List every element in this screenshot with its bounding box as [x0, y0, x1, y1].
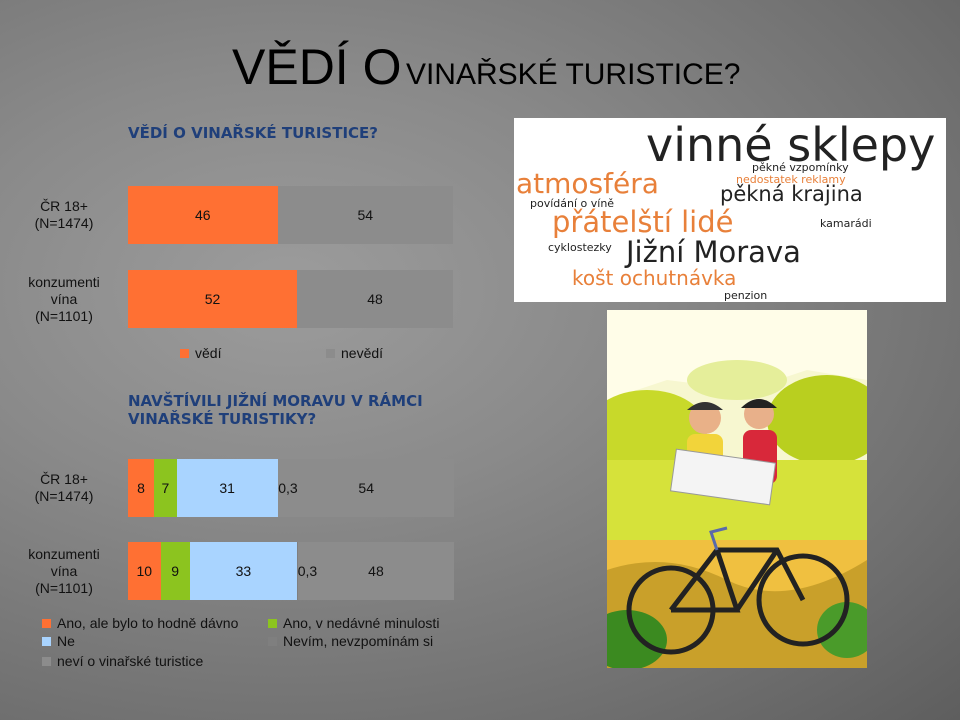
word-cloud-word: kamarádi	[820, 217, 872, 230]
legend-swatch	[180, 348, 189, 358]
bar-segment	[128, 459, 154, 517]
bar-segment	[277, 186, 453, 244]
chart1-title: VĚDÍ O VINAŘSKÉ TURISTICE?	[128, 124, 378, 142]
word-cloud-word: přátelští lidé	[552, 205, 734, 239]
legend-label: Ano, v nedávné minulosti	[283, 615, 440, 631]
legend-item: nevědí	[326, 345, 383, 361]
legend-label: Ano, ale bylo to hodně dávno	[57, 615, 239, 631]
word-cloud-word: vinné sklepy	[646, 118, 936, 172]
legend-swatch	[268, 636, 277, 646]
category-label-line: konzumenti	[28, 273, 100, 290]
data-label: 9	[171, 563, 180, 579]
category-label-line: vína	[50, 290, 78, 307]
bar-segment	[277, 459, 279, 517]
word-cloud-image: vinné sklepy pěkné vzpomínky nedostatek …	[514, 118, 946, 302]
legend-label: neví o vinařské turistice	[57, 653, 204, 669]
data-label: 54	[357, 207, 374, 223]
bar-segment	[128, 186, 278, 244]
bar-segment	[160, 542, 190, 600]
legend-swatch	[42, 656, 51, 666]
data-label: 8	[137, 480, 145, 496]
word-cloud-word: cyklostezky	[548, 241, 612, 254]
legend-swatch	[42, 618, 51, 628]
data-label: 10	[136, 563, 153, 579]
bar-segment	[128, 542, 161, 600]
category-label: konzumenti vína (N=1101)	[4, 274, 124, 325]
legend-item: neví o vinařské turistice	[42, 653, 203, 669]
data-label: 54	[358, 480, 375, 496]
category-label-line: konzumenti	[28, 545, 100, 562]
legend-label: vědí	[195, 345, 222, 361]
bar-segment	[297, 542, 454, 600]
category-label-line: (N=1101)	[35, 307, 93, 324]
legend-item: Ne	[42, 633, 75, 649]
category-label-line: (N=1474)	[34, 488, 94, 504]
word-cloud-word: povídání o víně	[530, 197, 615, 210]
category-label-line: (N=1101)	[35, 579, 93, 596]
bar-segment	[128, 270, 297, 328]
data-label: 7	[161, 480, 170, 496]
word-cloud-word: pěkné vzpomínky	[752, 161, 849, 174]
category-label-line: ČR 18+	[40, 471, 88, 487]
slide-title-small: VINAŘSKÉ TURISTICE?	[405, 58, 741, 91]
category-label: ČR 18+ (N=1474)	[4, 198, 124, 232]
data-label: 0,3	[278, 480, 298, 496]
legend-label: nevědí	[341, 345, 384, 361]
category-label-line: (N=1474)	[34, 215, 94, 231]
data-label: 52	[204, 291, 221, 307]
category-label: konzumenti vína (N=1101)	[4, 546, 124, 597]
bar-segment	[297, 542, 298, 600]
legend-item: Nevím, nevzpomínám si	[268, 633, 433, 649]
stacked-bar	[128, 459, 454, 517]
data-label: 33	[235, 563, 252, 579]
stacked-bar	[128, 542, 454, 600]
data-label: 48	[368, 563, 384, 579]
cyclists-illustration	[607, 310, 867, 668]
stacked-bar	[128, 270, 453, 328]
bar-segment	[278, 459, 454, 517]
data-label: 46	[194, 207, 211, 223]
word-cloud-word: Jižní Morava	[626, 235, 801, 269]
bar-segment	[297, 270, 453, 328]
bar-segment	[176, 459, 278, 517]
slide-title: VĚDÍ O VINAŘSKÉ TURISTICE?	[232, 38, 740, 96]
category-label-line: ČR 18+	[40, 198, 88, 214]
category-label-line: vína	[50, 562, 78, 579]
word-cloud-word: penzion	[724, 289, 768, 302]
legend-swatch	[268, 618, 277, 628]
data-label: 48	[367, 291, 383, 307]
data-label: 0,3	[297, 563, 318, 579]
slide-title-big: VĚDÍ O	[232, 39, 402, 95]
bar-segment	[154, 459, 177, 517]
word-cloud-word: pěkná krajina	[720, 182, 863, 206]
legend-item: vědí	[180, 345, 221, 361]
chart2-title: NAVŠTÍVILI JIŽNÍ MORAVU V RÁMCI VINAŘSKÉ…	[128, 392, 423, 428]
legend-label: Ne	[57, 633, 75, 649]
category-label: ČR 18+ (N=1474)	[4, 471, 124, 505]
legend-swatch	[326, 348, 335, 358]
legend-item: Ano, ale bylo to hodně dávno	[42, 615, 238, 631]
word-cloud-word: atmosféra	[516, 167, 659, 200]
cyclists-photo-icon	[607, 310, 867, 668]
legend-swatch	[42, 636, 51, 646]
data-label: 31	[219, 480, 235, 496]
word-cloud-word: košt ochutnávka	[572, 266, 737, 290]
word-cloud-word: nedostatek reklamy	[736, 173, 846, 186]
legend-item: Ano, v nedávné minulosti	[268, 615, 439, 631]
bar-segment	[189, 542, 297, 600]
legend-label: Nevím, nevzpomínám si	[283, 633, 434, 649]
stacked-bar	[128, 186, 453, 244]
